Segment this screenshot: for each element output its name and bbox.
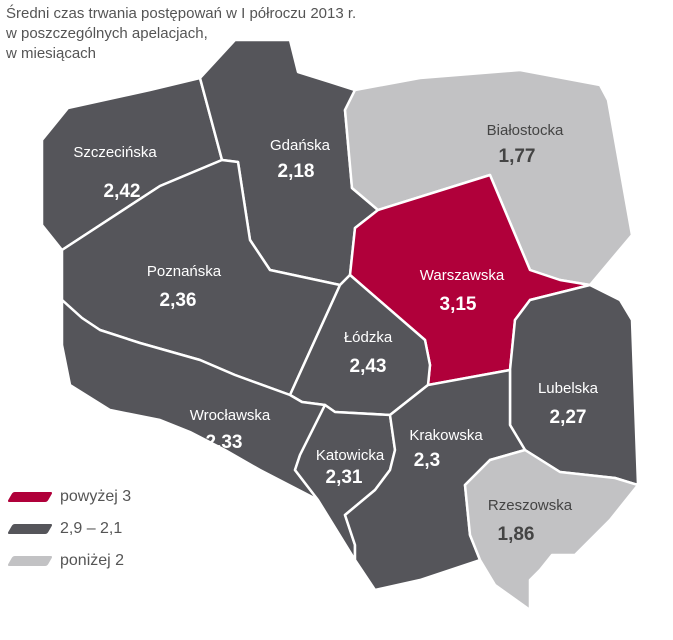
region-name-label: Warszawska: [420, 267, 505, 284]
region-value-label: 2,18: [278, 161, 315, 182]
legend-label: poniżej 2: [60, 552, 125, 569]
region-name-label: Łódzka: [344, 329, 393, 346]
region-name-label: Gdańska: [270, 137, 331, 154]
title-line: w poszczególnych apelacjach,: [6, 25, 208, 42]
page-title: Średni czas trwania postępowań w I półro…: [6, 4, 356, 64]
region-value-label: 1,77: [499, 146, 536, 167]
legend-label: powyżej 3: [60, 488, 132, 505]
region-name-label: Lubelska: [538, 380, 599, 397]
region-value-label: 2,33: [206, 432, 243, 453]
region-value-label: 2,43: [350, 356, 387, 377]
legend-item-mid: 2,9 – 2,1: [7, 518, 131, 540]
labels-layer: Szczecińska 2,42 Gdańska 2,18 Białostocka 1,7…: [73, 122, 598, 545]
region-name-label: Katowicka: [316, 447, 385, 464]
legend-item-low: poniżej 2: [7, 550, 131, 572]
region-name-label: Poznańska: [147, 263, 222, 280]
regions-layer: [40, 38, 640, 612]
region-value-label: 2,42: [104, 181, 141, 202]
region-name-label: Szczecińska: [73, 144, 157, 161]
region-value-label: 3,15: [440, 294, 477, 315]
legend-item-high: powyżej 3: [7, 486, 132, 508]
legend-swatch: [7, 556, 53, 566]
legend-swatch: [7, 524, 53, 534]
region-value-label: 2,27: [550, 407, 587, 428]
legend-swatch: [7, 492, 53, 502]
region-name-label: Rzeszowska: [488, 497, 573, 514]
region-value-label: 2,36: [160, 290, 197, 311]
legend-label: 2,9 – 2,1: [60, 520, 123, 537]
region-krakowska: [343, 368, 527, 592]
region-name-label: Białostocka: [487, 122, 564, 139]
region-name-label: Wrocławska: [190, 407, 271, 424]
region-name-label: Krakowska: [409, 427, 483, 444]
region-rzeszowska: [463, 448, 640, 612]
title-line: Średni czas trwania postępowań w I półro…: [6, 5, 357, 22]
legend: powyżej 3 2,9 – 2,1 poniżej 2: [7, 486, 132, 582]
region-value-label: 2,3: [414, 450, 440, 471]
region-value-label: 1,86: [498, 524, 535, 545]
title-line: w miesiącach: [6, 45, 97, 62]
region-value-label: 2,31: [326, 467, 363, 488]
